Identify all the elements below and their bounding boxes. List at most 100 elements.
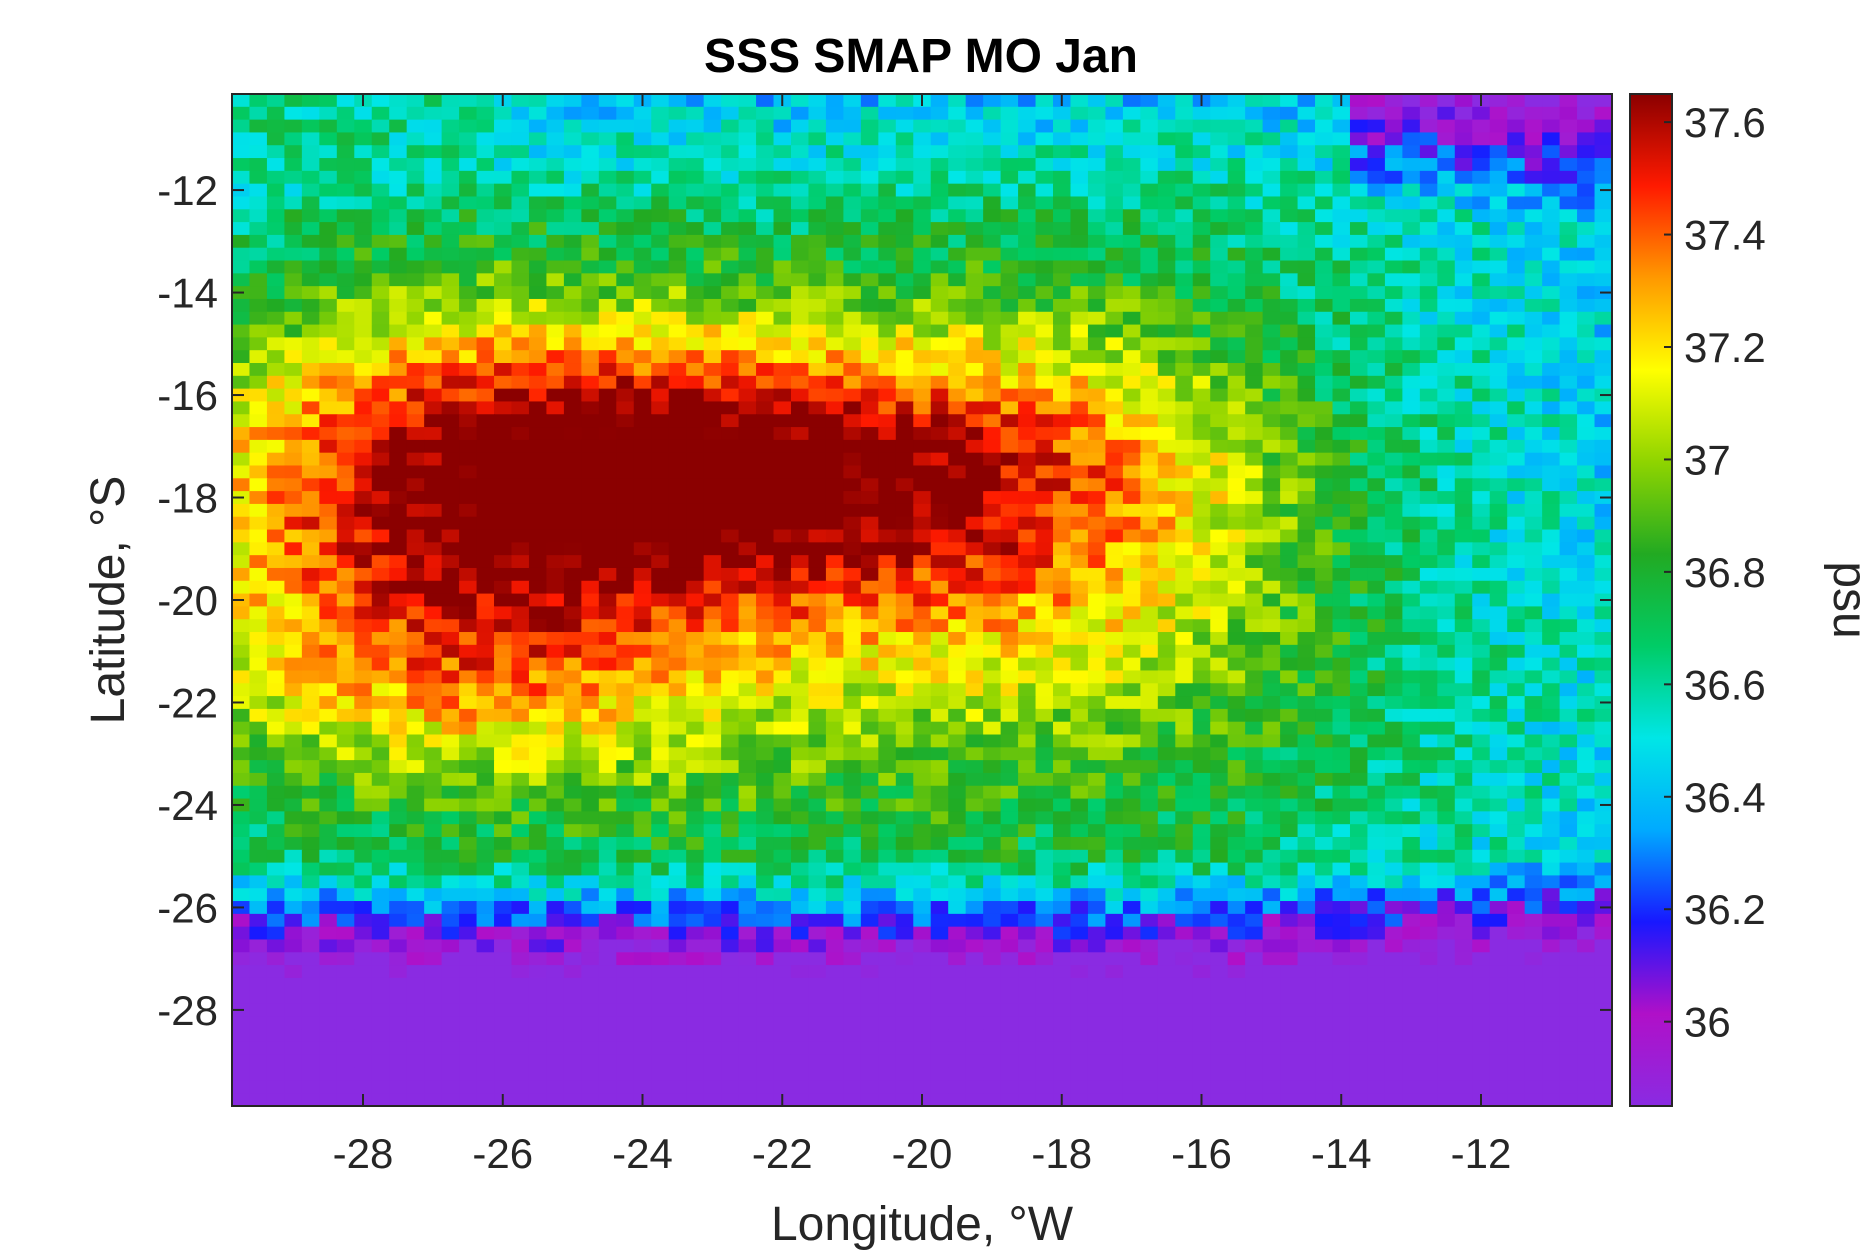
heatmap-cell xyxy=(756,363,775,377)
heatmap-cell xyxy=(336,721,355,736)
heatmap-cell xyxy=(528,824,548,838)
heatmap-cell xyxy=(913,657,932,672)
heatmap-cell xyxy=(686,747,705,761)
heatmap-cell xyxy=(406,734,425,748)
heatmap-cell xyxy=(878,516,897,531)
heatmap-cell xyxy=(1000,696,1019,710)
heatmap-cell xyxy=(1035,337,1054,351)
heatmap-cell xyxy=(406,772,425,787)
heatmap-cell xyxy=(511,132,530,146)
heatmap-cell xyxy=(1192,875,1211,889)
heatmap-cell xyxy=(371,183,390,198)
heatmap-cell xyxy=(1349,350,1369,364)
heatmap-cell xyxy=(581,798,600,812)
heatmap-cell xyxy=(1437,580,1456,595)
heatmap-cell xyxy=(825,94,844,108)
heatmap-cell xyxy=(895,363,914,377)
heatmap-cell xyxy=(756,849,775,864)
heatmap-cell xyxy=(511,542,530,556)
heatmap-cell xyxy=(1454,696,1473,710)
heatmap-cell xyxy=(1262,580,1281,595)
heatmap-cell xyxy=(1489,657,1508,672)
heatmap-cell xyxy=(686,772,705,787)
heatmap-cell xyxy=(965,760,984,774)
heatmap-cell xyxy=(1559,516,1578,531)
heatmap-cell xyxy=(1227,772,1246,787)
heatmap-cell xyxy=(354,901,373,915)
heatmap-cell xyxy=(249,170,268,185)
heatmap-cell xyxy=(1542,824,1561,838)
heatmap-cell xyxy=(860,798,879,812)
heatmap-cell xyxy=(1419,273,1438,287)
heatmap-cell xyxy=(1349,414,1369,428)
heatmap-cell xyxy=(1315,708,1334,723)
heatmap-cell xyxy=(878,734,897,748)
heatmap-cell xyxy=(249,401,268,415)
heatmap-cell xyxy=(1454,222,1473,236)
heatmap-cell xyxy=(616,849,635,864)
heatmap-cell xyxy=(948,875,967,889)
heatmap-cell xyxy=(721,106,740,121)
heatmap-cell xyxy=(790,836,810,851)
heatmap-cell xyxy=(1157,106,1176,121)
heatmap-cell xyxy=(1122,94,1141,108)
heatmap-cell xyxy=(494,106,513,121)
heatmap-cell xyxy=(1332,632,1351,646)
heatmap-cell xyxy=(581,388,600,403)
heatmap-cell xyxy=(1349,158,1369,172)
heatmap-cell xyxy=(773,452,792,467)
heatmap-cell xyxy=(1402,824,1421,838)
heatmap-cell xyxy=(790,222,810,236)
heatmap-cell xyxy=(1087,734,1107,748)
heatmap-cell xyxy=(756,286,775,300)
heatmap-cell xyxy=(1384,555,1403,569)
heatmap-cell xyxy=(406,414,425,428)
heatmap-cell xyxy=(948,657,967,672)
heatmap-cell xyxy=(1297,478,1316,492)
heatmap-cell xyxy=(424,747,443,761)
heatmap-cell xyxy=(1419,170,1438,185)
heatmap-cell xyxy=(686,209,705,223)
heatmap-cell xyxy=(336,657,355,672)
heatmap-cell xyxy=(913,632,932,646)
heatmap-cell xyxy=(1157,849,1176,864)
heatmap-cell xyxy=(284,119,303,134)
heatmap-cell xyxy=(581,875,600,889)
heatmap-cell xyxy=(354,849,373,864)
heatmap-cell xyxy=(371,196,390,210)
heatmap-cell xyxy=(878,747,897,761)
heatmap-cell xyxy=(598,811,617,825)
heatmap-cell xyxy=(1000,811,1019,825)
heatmap-cell xyxy=(756,670,775,684)
heatmap-cell xyxy=(459,324,478,338)
heatmap-cell xyxy=(1524,721,1543,736)
heatmap-cell xyxy=(266,478,286,492)
heatmap-cell xyxy=(1245,824,1264,838)
heatmap-cell xyxy=(546,708,565,723)
heatmap-cell xyxy=(825,580,844,595)
heatmap-cell xyxy=(703,363,722,377)
heatmap-cell xyxy=(738,209,757,223)
heatmap-cell xyxy=(1087,132,1107,146)
heatmap-cell xyxy=(301,311,320,326)
heatmap-cell xyxy=(773,747,792,761)
heatmap-cell xyxy=(1192,465,1211,479)
heatmap-cell xyxy=(354,836,373,851)
heatmap-cell xyxy=(424,286,443,300)
heatmap-cell xyxy=(1280,708,1299,723)
heatmap-cell xyxy=(948,273,967,287)
heatmap-cell xyxy=(1524,234,1543,249)
heatmap-cell xyxy=(965,632,984,646)
heatmap-cell xyxy=(1070,145,1089,159)
heatmap-cell xyxy=(633,478,652,492)
heatmap-cell xyxy=(1472,555,1491,569)
heatmap-cell xyxy=(948,465,967,479)
heatmap-cell xyxy=(266,388,286,403)
heatmap-cell xyxy=(1035,824,1054,838)
heatmap-cell xyxy=(1053,414,1072,428)
heatmap-cell xyxy=(598,606,617,620)
heatmap-cell xyxy=(581,529,600,543)
heatmap-cell xyxy=(703,452,722,467)
heatmap-cell xyxy=(1227,94,1246,108)
heatmap-cell xyxy=(1210,452,1229,467)
